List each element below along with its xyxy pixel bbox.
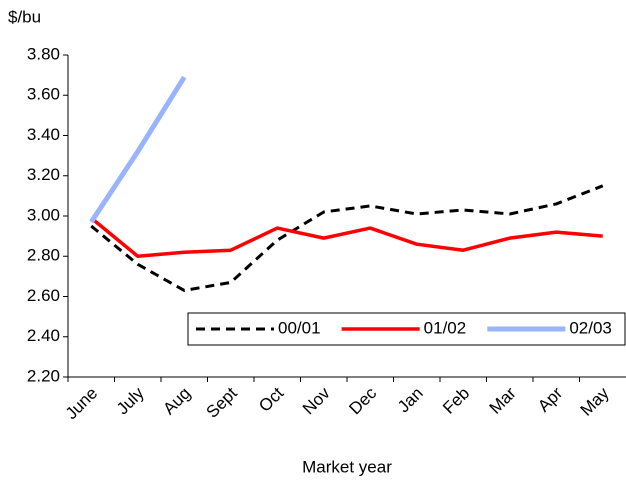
x-tick-label: Oct xyxy=(255,383,287,415)
x-tick-label: Sept xyxy=(203,383,241,421)
legend-label: 01/02 xyxy=(424,318,467,337)
legend-label: 00/01 xyxy=(278,318,321,337)
x-tick-label: Nov xyxy=(299,383,334,418)
y-tick-label: 2.40 xyxy=(27,326,60,345)
x-tick-label: Jan xyxy=(394,384,427,417)
x-tick-label: Dec xyxy=(345,383,380,418)
legend: 00/01 01/02 02/03 xyxy=(187,312,626,346)
y-tick-label: 3.80 xyxy=(27,44,60,63)
series-line xyxy=(89,75,187,224)
x-tick-label: June xyxy=(62,384,102,424)
y-tick-label: 3.00 xyxy=(27,205,60,224)
y-tick-label: 3.20 xyxy=(27,165,60,184)
y-tick-label: 3.40 xyxy=(27,125,60,144)
x-axis-label: Market year xyxy=(302,457,392,476)
y-axis-label: $/bu xyxy=(8,7,41,26)
x-tick-label: Apr xyxy=(534,383,566,415)
legend-label: 02/03 xyxy=(569,318,612,337)
y-tick-label: 2.60 xyxy=(27,286,60,305)
x-tick-label: July xyxy=(113,383,148,418)
y-tick-label: 2.20 xyxy=(27,366,60,385)
y-tick-label: 3.60 xyxy=(27,85,60,104)
x-tick-label: Aug xyxy=(159,384,194,419)
series-line xyxy=(90,184,604,292)
y-tick-label: 2.80 xyxy=(27,246,60,265)
series-line xyxy=(90,216,603,258)
x-tick-label: Mar xyxy=(486,383,520,417)
x-tick-label: May xyxy=(577,383,613,419)
x-tick-label: Feb xyxy=(439,384,473,418)
